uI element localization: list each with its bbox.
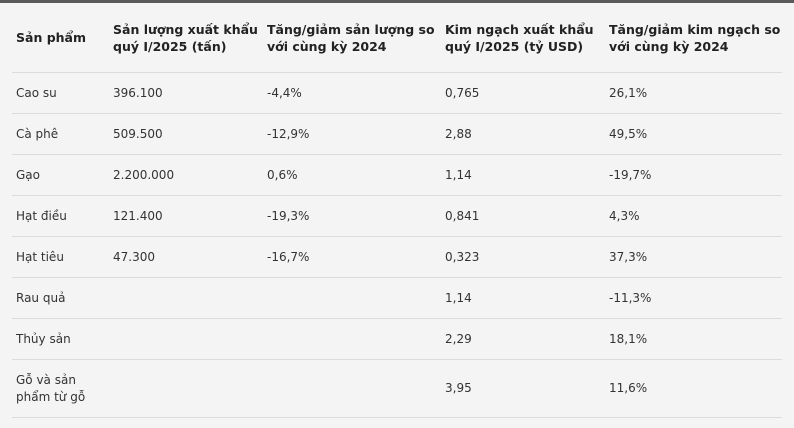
table-row: Rau quả 1,14 -11,3% <box>12 278 782 319</box>
table-cell: 121.400 <box>113 208 163 223</box>
table-row: Hạt tiêu 47.300 -16,7% 0,323 37,3% <box>12 237 782 278</box>
table-row: Thủy sản 2,29 18,1% <box>12 319 782 360</box>
table-row: Gỗ và sản phẩm từ gỗ 3,95 11,6% <box>12 360 782 418</box>
header-cell: Sản lượng xuất khẩu quý I/2025 (tấn) <box>113 21 258 54</box>
table-cell: 2,29 <box>445 331 472 346</box>
table-cell: Gạo <box>16 167 40 182</box>
table-cell: -19,3% <box>267 208 310 223</box>
table-cell: Cao su <box>16 85 57 100</box>
table-cell: 18,1% <box>609 331 648 346</box>
table-cell: 11,6% <box>609 381 648 395</box>
table-cell: 1,14 <box>445 167 472 182</box>
table-cell: 396.100 <box>113 85 163 100</box>
table-cell: Gỗ và sản phẩm từ gỗ <box>16 372 86 404</box>
table-cell: -16,7% <box>267 249 310 264</box>
table-cell: 3,95 <box>445 381 472 395</box>
table-cell: -12,9% <box>267 126 310 141</box>
table-cell: 2.200.000 <box>113 167 175 182</box>
table-cell: 0,323 <box>445 249 480 264</box>
table-row: Gạo 2.200.000 0,6% 1,14 -19,7% <box>12 155 782 196</box>
table-row: Hạt điều 121.400 -19,3% 0,841 4,3% <box>12 196 782 237</box>
table-cell: 0,6% <box>267 167 298 182</box>
table-cell: Rau quả <box>16 290 66 305</box>
table-cell: 509.500 <box>113 126 163 141</box>
table-cell: 1,14 <box>445 290 472 305</box>
table-cell: 4,3% <box>609 208 640 223</box>
table-cell: -19,7% <box>609 167 652 182</box>
table-cell: 0,765 <box>445 85 480 100</box>
table-row: Cao su 396.100 -4,4% 0,765 26,1% <box>12 73 782 114</box>
table-cell: 2,88 <box>445 126 472 141</box>
table-cell: -4,4% <box>267 85 302 100</box>
table-row: Cà phê 509.500 -12,9% 2,88 49,5% <box>12 114 782 155</box>
table-cell: 49,5% <box>609 126 648 141</box>
header-cell: Kim ngạch xuất khẩu quý I/2025 (tỷ USD) <box>445 21 594 54</box>
header-cell: Tăng/giảm kim ngạch so với cùng kỳ 2024 <box>609 21 781 54</box>
table-cell: 0,841 <box>445 208 480 223</box>
table-cell: Cà phê <box>16 126 59 141</box>
table-cell: Thủy sản <box>16 331 71 346</box>
table-cell: 26,1% <box>609 85 648 100</box>
header-row: Sản phẩm Sản lượng xuất khẩu quý I/2025 … <box>12 3 782 73</box>
table-cell: -11,3% <box>609 290 652 305</box>
table-cell: 47.300 <box>113 249 155 264</box>
header-cell: Sản phẩm <box>16 30 86 45</box>
table-cell: 37,3% <box>609 249 648 264</box>
table-cell: Hạt tiêu <box>16 249 64 264</box>
table-cell: Hạt điều <box>16 208 67 223</box>
header-cell: Tăng/giảm sản lượng so với cùng kỳ 2024 <box>267 21 435 54</box>
